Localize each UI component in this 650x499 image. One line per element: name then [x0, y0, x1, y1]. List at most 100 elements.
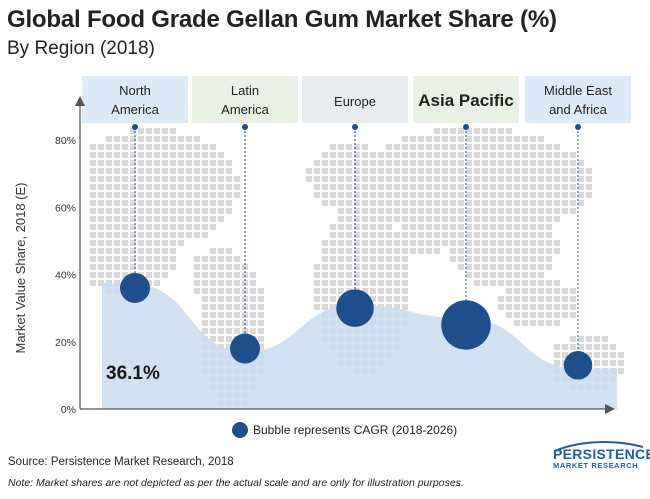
- map-dot: [402, 200, 408, 206]
- map-dot: [466, 264, 472, 270]
- map-dot: [330, 184, 336, 190]
- map-dot: [346, 144, 352, 150]
- map-dot: [130, 256, 136, 262]
- map-dot: [562, 176, 568, 182]
- region-label: Europe: [334, 94, 376, 109]
- chart-subtitle: By Region (2018): [7, 38, 155, 59]
- map-dot: [482, 192, 488, 198]
- map-dot: [506, 312, 512, 318]
- map-dot: [194, 224, 200, 230]
- map-dot: [362, 248, 368, 254]
- map-dot: [330, 160, 336, 166]
- map-dot: [186, 200, 192, 206]
- map-dot: [530, 288, 536, 294]
- map-dot: [506, 248, 512, 254]
- map-dot: [114, 208, 120, 214]
- map-dot: [554, 152, 560, 158]
- map-dot: [522, 192, 528, 198]
- cagr-bubble: [230, 333, 260, 364]
- map-dot: [442, 160, 448, 166]
- map-dot: [210, 296, 216, 302]
- map-dot: [498, 136, 504, 142]
- map-dot: [466, 160, 472, 166]
- map-dot: [514, 272, 520, 278]
- map-dot: [530, 248, 536, 254]
- map-dot: [482, 264, 488, 270]
- map-dot: [186, 184, 192, 190]
- map-dot: [162, 232, 168, 238]
- map-dot: [554, 296, 560, 302]
- map-dot: [186, 144, 192, 150]
- map-dot: [442, 192, 448, 198]
- map-dot: [218, 320, 224, 326]
- map-dot: [234, 312, 240, 318]
- map-dot: [322, 248, 328, 254]
- map-dot: [522, 264, 528, 270]
- map-dot: [434, 128, 440, 134]
- map-dot: [458, 200, 464, 206]
- map-dot: [578, 176, 584, 182]
- map-dot: [506, 208, 512, 214]
- map-dot: [170, 216, 176, 222]
- map-dot: [466, 184, 472, 190]
- map-dot: [258, 336, 264, 342]
- map-dot: [122, 208, 128, 214]
- map-dot: [442, 176, 448, 182]
- map-dot: [338, 160, 344, 166]
- map-dot: [426, 200, 432, 206]
- map-dot: [122, 168, 128, 174]
- map-dot: [370, 176, 376, 182]
- map-dot: [362, 288, 368, 294]
- map-dot: [410, 224, 416, 230]
- map-dot: [210, 328, 216, 334]
- map-dot: [450, 160, 456, 166]
- map-dot: [538, 160, 544, 166]
- region-header-box: [413, 76, 519, 123]
- map-dot: [130, 216, 136, 222]
- map-dot: [506, 232, 512, 238]
- map-dot: [354, 144, 360, 150]
- map-dot: [362, 176, 368, 182]
- map-dot: [362, 192, 368, 198]
- map-dot: [98, 272, 104, 278]
- map-dot: [538, 184, 544, 190]
- map-dot: [394, 280, 400, 286]
- map-dot: [314, 272, 320, 278]
- map-dot: [122, 160, 128, 166]
- map-dot: [394, 216, 400, 222]
- map-dot: [170, 256, 176, 262]
- map-dot: [402, 304, 408, 310]
- map-dot: [426, 160, 432, 166]
- map-dot: [434, 240, 440, 246]
- map-dot: [506, 216, 512, 222]
- map-dot: [258, 304, 264, 310]
- map-dot: [258, 344, 264, 350]
- map-dot: [146, 240, 152, 246]
- map-dot: [554, 320, 560, 326]
- map-dot: [322, 288, 328, 294]
- map-dot: [210, 272, 216, 278]
- map-dot: [218, 200, 224, 206]
- map-dot: [114, 144, 120, 150]
- map-dot: [202, 208, 208, 214]
- map-dot: [322, 184, 328, 190]
- map-dot: [482, 168, 488, 174]
- map-dot: [538, 280, 544, 286]
- map-dot: [114, 232, 120, 238]
- map-dot: [170, 224, 176, 230]
- map-dot: [202, 152, 208, 158]
- map-dot: [338, 184, 344, 190]
- map-dot: [338, 168, 344, 174]
- map-dot: [482, 280, 488, 286]
- map-dot: [210, 184, 216, 190]
- y-tick-label: 80%: [55, 135, 76, 147]
- map-dot: [434, 216, 440, 222]
- map-dot: [458, 136, 464, 142]
- map-dot: [130, 192, 136, 198]
- map-dot: [162, 168, 168, 174]
- map-dot: [378, 216, 384, 222]
- map-dot: [402, 192, 408, 198]
- map-dot: [186, 136, 192, 142]
- map-dot: [346, 264, 352, 270]
- map-dot: [530, 192, 536, 198]
